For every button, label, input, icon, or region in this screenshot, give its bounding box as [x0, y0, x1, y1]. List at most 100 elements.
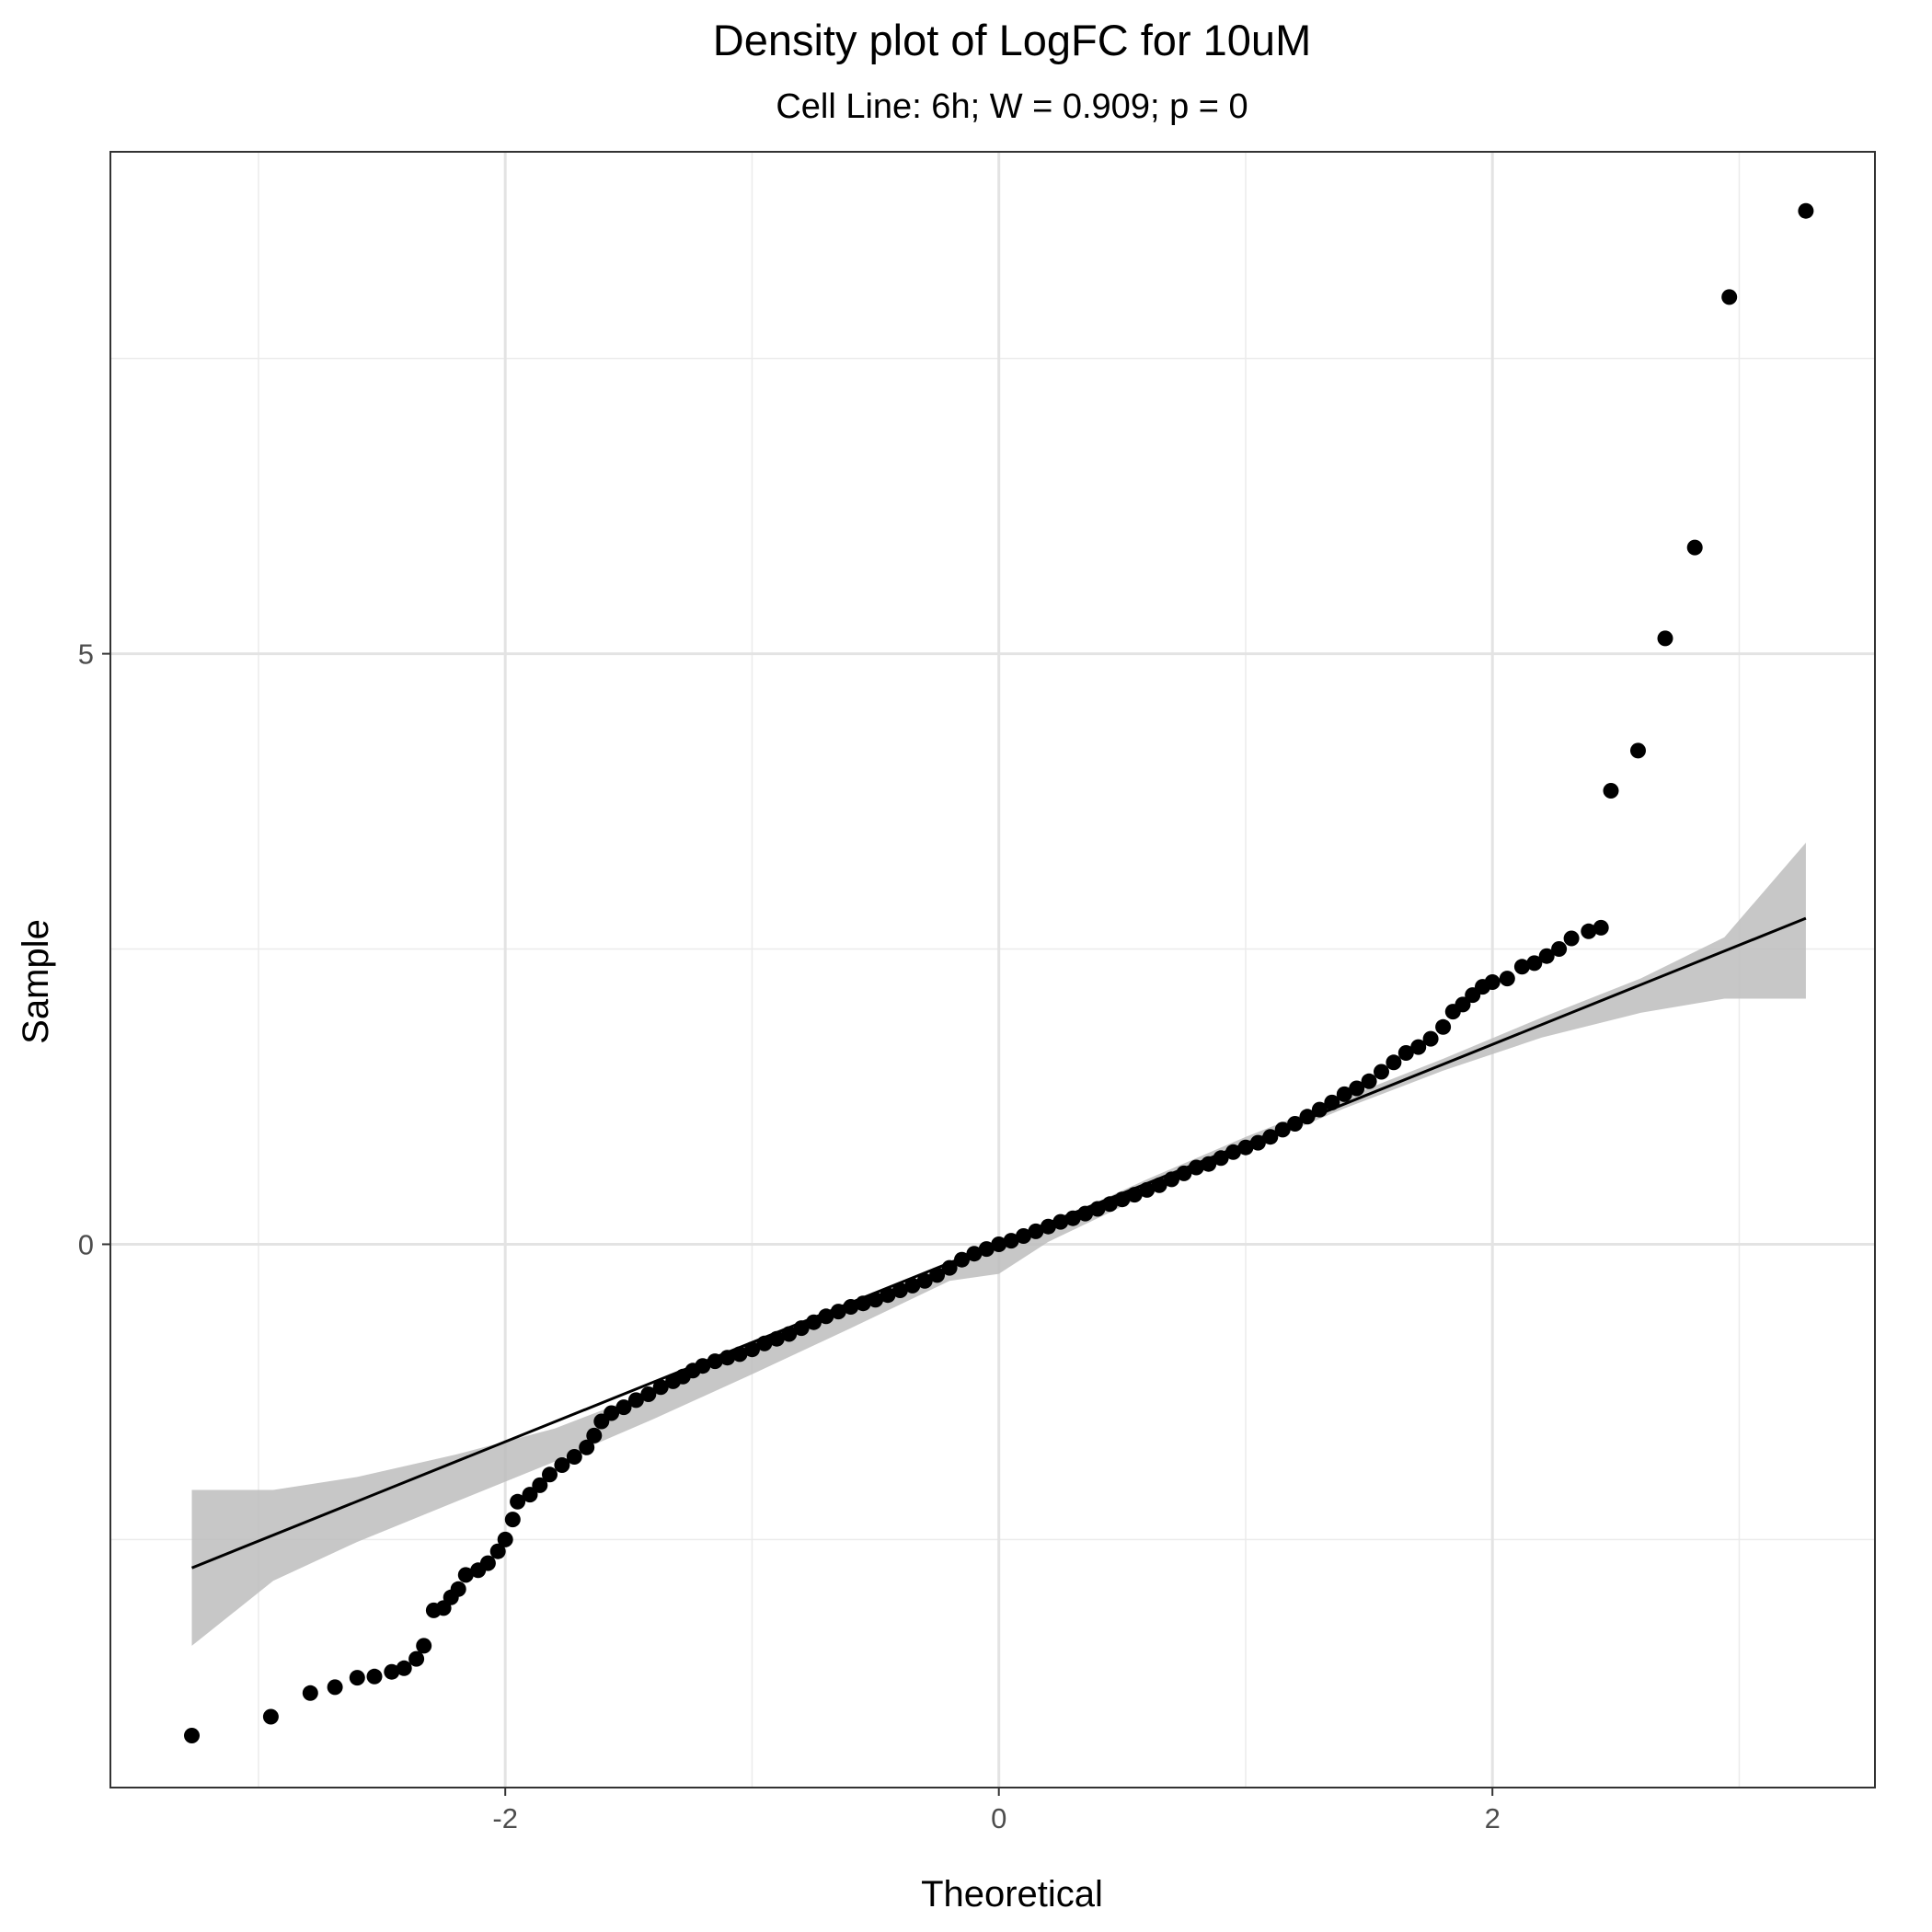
data-point	[1798, 202, 1814, 219]
data-point	[416, 1638, 432, 1654]
data-point	[1311, 1101, 1328, 1118]
data-point	[604, 1405, 620, 1421]
data-point	[1455, 996, 1471, 1013]
data-point	[707, 1353, 723, 1370]
data-point	[1139, 1181, 1156, 1198]
data-point	[1551, 941, 1568, 957]
data-point	[504, 1512, 521, 1528]
data-point	[1164, 1171, 1179, 1188]
data-point	[781, 1326, 798, 1342]
data-point	[806, 1314, 822, 1330]
data-point	[843, 1299, 859, 1315]
data-point	[991, 1236, 1007, 1252]
data-point	[1188, 1159, 1204, 1176]
data-point	[868, 1292, 884, 1308]
data-point	[450, 1581, 466, 1597]
data-point	[1213, 1150, 1229, 1167]
data-point	[1386, 1054, 1402, 1071]
data-point	[1237, 1139, 1254, 1156]
data-point	[978, 1241, 995, 1258]
data-point	[756, 1335, 773, 1351]
data-point	[542, 1466, 558, 1483]
data-point	[1089, 1201, 1106, 1217]
data-point	[579, 1439, 595, 1455]
chart-subtitle: Cell Line: 6h; W = 0.909; p = 0	[776, 87, 1248, 126]
data-point	[479, 1555, 496, 1571]
y-tick-label: 0	[78, 1228, 94, 1260]
data-point	[904, 1277, 921, 1294]
x-tick-label: 2	[1485, 1802, 1501, 1834]
data-point	[366, 1668, 383, 1685]
data-point	[522, 1487, 538, 1503]
data-point	[1101, 1196, 1118, 1213]
data-point	[1603, 783, 1619, 799]
data-point	[891, 1282, 908, 1298]
y-tick-label: 5	[78, 638, 94, 671]
data-point	[1526, 955, 1543, 972]
data-point	[1581, 923, 1597, 939]
data-point	[929, 1267, 946, 1283]
data-point	[1028, 1223, 1044, 1239]
data-point	[1249, 1134, 1266, 1151]
data-point	[532, 1477, 548, 1493]
x-tick-label: 0	[991, 1802, 1006, 1834]
plot-panel-border	[109, 151, 1876, 1788]
data-point	[1274, 1121, 1291, 1138]
data-point	[855, 1295, 871, 1312]
data-point	[457, 1567, 474, 1583]
y-axis-label: Sample	[16, 919, 56, 1044]
data-point	[327, 1679, 343, 1696]
data-point	[1721, 289, 1738, 305]
data-point	[1397, 1045, 1414, 1061]
grid-lines	[110, 152, 1875, 1788]
data-point	[1538, 948, 1555, 964]
data-point	[941, 1259, 958, 1276]
data-point	[1262, 1129, 1279, 1145]
data-point	[489, 1543, 506, 1559]
data-points	[184, 202, 1814, 1743]
data-point	[731, 1346, 748, 1363]
data-point	[768, 1330, 785, 1347]
data-point	[1064, 1210, 1081, 1226]
data-point	[1016, 1228, 1031, 1244]
data-point	[1225, 1144, 1241, 1160]
data-point	[497, 1531, 513, 1547]
data-point	[1499, 971, 1515, 987]
data-point	[510, 1493, 526, 1510]
data-point	[1201, 1156, 1217, 1172]
chart-title: Density plot of LogFC for 10uM	[713, 16, 1311, 64]
data-point	[1003, 1233, 1019, 1249]
data-point	[408, 1650, 425, 1667]
data-point	[830, 1304, 846, 1320]
data-point	[695, 1358, 711, 1374]
data-point	[1114, 1191, 1131, 1208]
data-point	[880, 1287, 896, 1304]
data-point	[916, 1272, 933, 1289]
data-point	[1484, 974, 1501, 990]
data-point	[1299, 1109, 1316, 1125]
data-point	[1593, 919, 1609, 936]
data-point	[954, 1251, 970, 1268]
data-point	[640, 1386, 657, 1402]
data-point	[1176, 1165, 1192, 1181]
x-tick-label: -2	[492, 1802, 518, 1834]
y-axis-ticks: 05	[78, 638, 110, 1260]
data-point	[1349, 1080, 1365, 1097]
data-point	[1435, 1018, 1452, 1035]
data-point	[566, 1449, 582, 1465]
data-point	[627, 1392, 644, 1409]
data-point	[1151, 1177, 1167, 1193]
data-point	[1422, 1030, 1439, 1047]
data-point	[1410, 1039, 1427, 1055]
data-point	[1052, 1213, 1069, 1230]
data-point	[384, 1663, 400, 1680]
data-point	[396, 1660, 412, 1676]
data-point	[302, 1685, 318, 1701]
data-point	[744, 1341, 760, 1358]
data-point	[262, 1708, 279, 1725]
data-point	[1361, 1073, 1377, 1089]
data-point	[1324, 1094, 1340, 1110]
data-point	[1374, 1064, 1389, 1080]
data-point	[1077, 1205, 1094, 1222]
